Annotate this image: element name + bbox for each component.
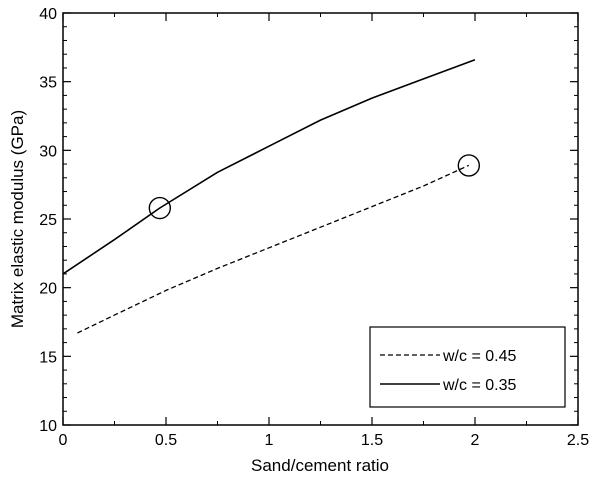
x-tick-label: 0.5: [155, 432, 177, 449]
y-tick-label: 35: [39, 75, 57, 92]
annotation-circle: [148, 196, 172, 220]
annotation-circles: [148, 154, 481, 220]
series-lines: [62, 58, 476, 334]
y-tick-label: 10: [39, 418, 57, 435]
legend-label-0: w/c = 0.45: [442, 348, 516, 365]
x-tick-label: 1: [265, 432, 274, 449]
series-line-0: [77, 164, 470, 334]
x-axis-title: Sand/cement ratio: [251, 456, 389, 475]
x-tick-label: 2: [471, 432, 480, 449]
annotation-circle: [457, 154, 481, 177]
y-axis-title: Matrix elastic modulus (GPa): [8, 110, 27, 328]
series-line-1: [62, 58, 476, 275]
y-tick-label: 20: [39, 281, 57, 298]
x-tick-label: 1.5: [361, 432, 383, 449]
y-tick-label: 30: [39, 143, 57, 160]
x-tick-label: 2.5: [567, 432, 589, 449]
x-tick-label: 0: [59, 432, 68, 449]
legend-box: [369, 326, 566, 408]
legend-label-1: w/c = 0.35: [442, 377, 516, 394]
y-tick-label: 25: [39, 212, 57, 229]
axis-ticks: 0 0.5 1 1.5 2 2.5 10 15 20 25 30 35 40: [39, 6, 589, 449]
legend: w/c = 0.45 w/c = 0.35: [369, 326, 566, 408]
y-tick-label: 40: [39, 6, 57, 23]
y-tick-label: 15: [39, 349, 57, 366]
